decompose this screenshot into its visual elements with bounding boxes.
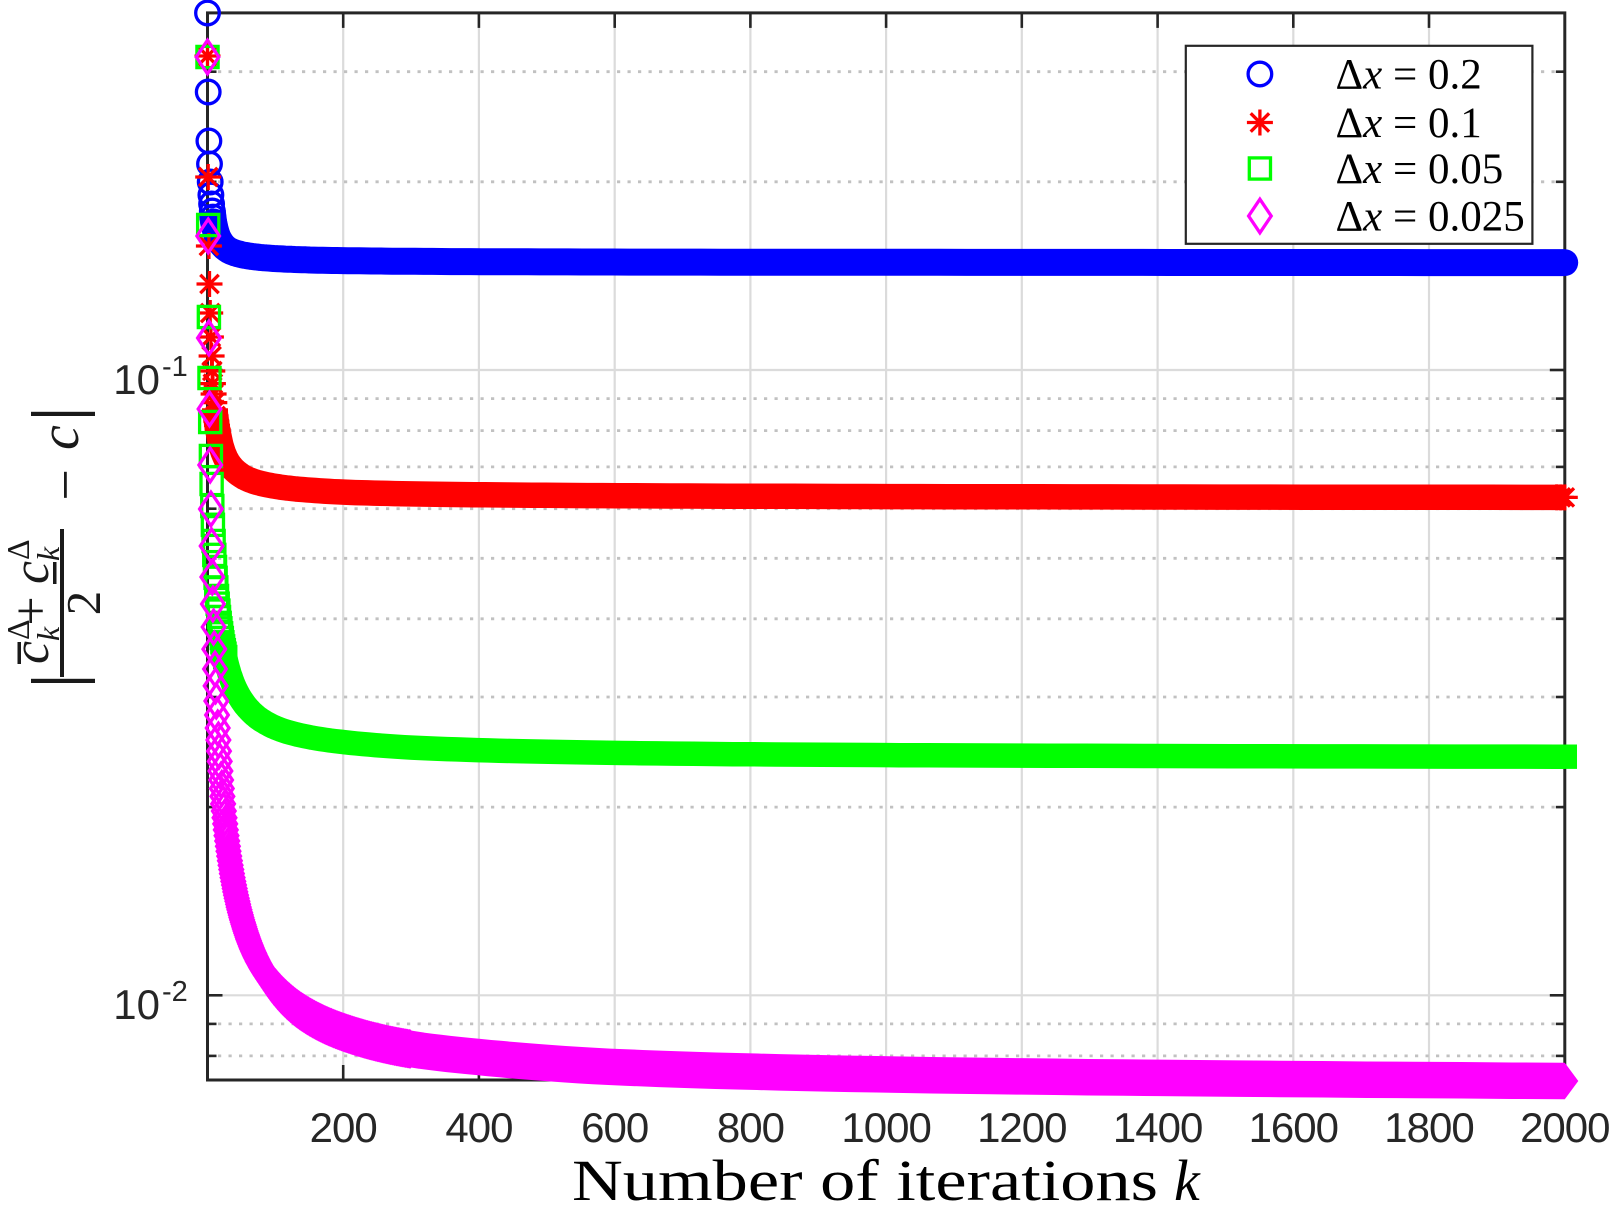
svg-text:k: k [1174,1148,1201,1208]
svg-text:Number of iterations: Number of iterations [572,1148,1158,1208]
svg-text:−: − [35,469,97,501]
svg-text:k: k [30,546,66,561]
svg-text:Δx = 0.2: Δx = 0.2 [1336,52,1482,99]
svg-text:-1: -1 [162,351,188,383]
svg-text:600: 600 [581,1104,648,1151]
svg-text:2: 2 [56,591,111,616]
svg-text:1400: 1400 [1113,1104,1202,1151]
svg-text:c: c [3,561,60,584]
svg-text:1000: 1000 [841,1104,930,1151]
svg-text:Δ: Δ [0,619,36,640]
svg-text:10: 10 [113,981,160,1028]
svg-text:Δ: Δ [0,539,36,560]
svg-text:1200: 1200 [977,1104,1066,1151]
svg-text:10: 10 [113,356,160,403]
svg-text:-2: -2 [162,976,188,1008]
svg-text:1800: 1800 [1384,1104,1473,1151]
svg-text:200: 200 [310,1104,377,1151]
svg-text:Δx = 0.1: Δx = 0.1 [1336,100,1482,147]
svg-text:400: 400 [445,1104,512,1151]
svg-text:1600: 1600 [1249,1104,1338,1151]
svg-text:2000: 2000 [1520,1104,1609,1151]
svg-text:800: 800 [717,1104,784,1151]
svg-text:c: c [29,425,91,450]
svg-text:Δx = 0.025: Δx = 0.025 [1336,194,1525,241]
svg-text:c: c [3,641,60,664]
svg-text:k: k [30,626,66,641]
svg-text:Δx = 0.05: Δx = 0.05 [1336,146,1504,193]
svg-text:+: + [3,596,60,625]
